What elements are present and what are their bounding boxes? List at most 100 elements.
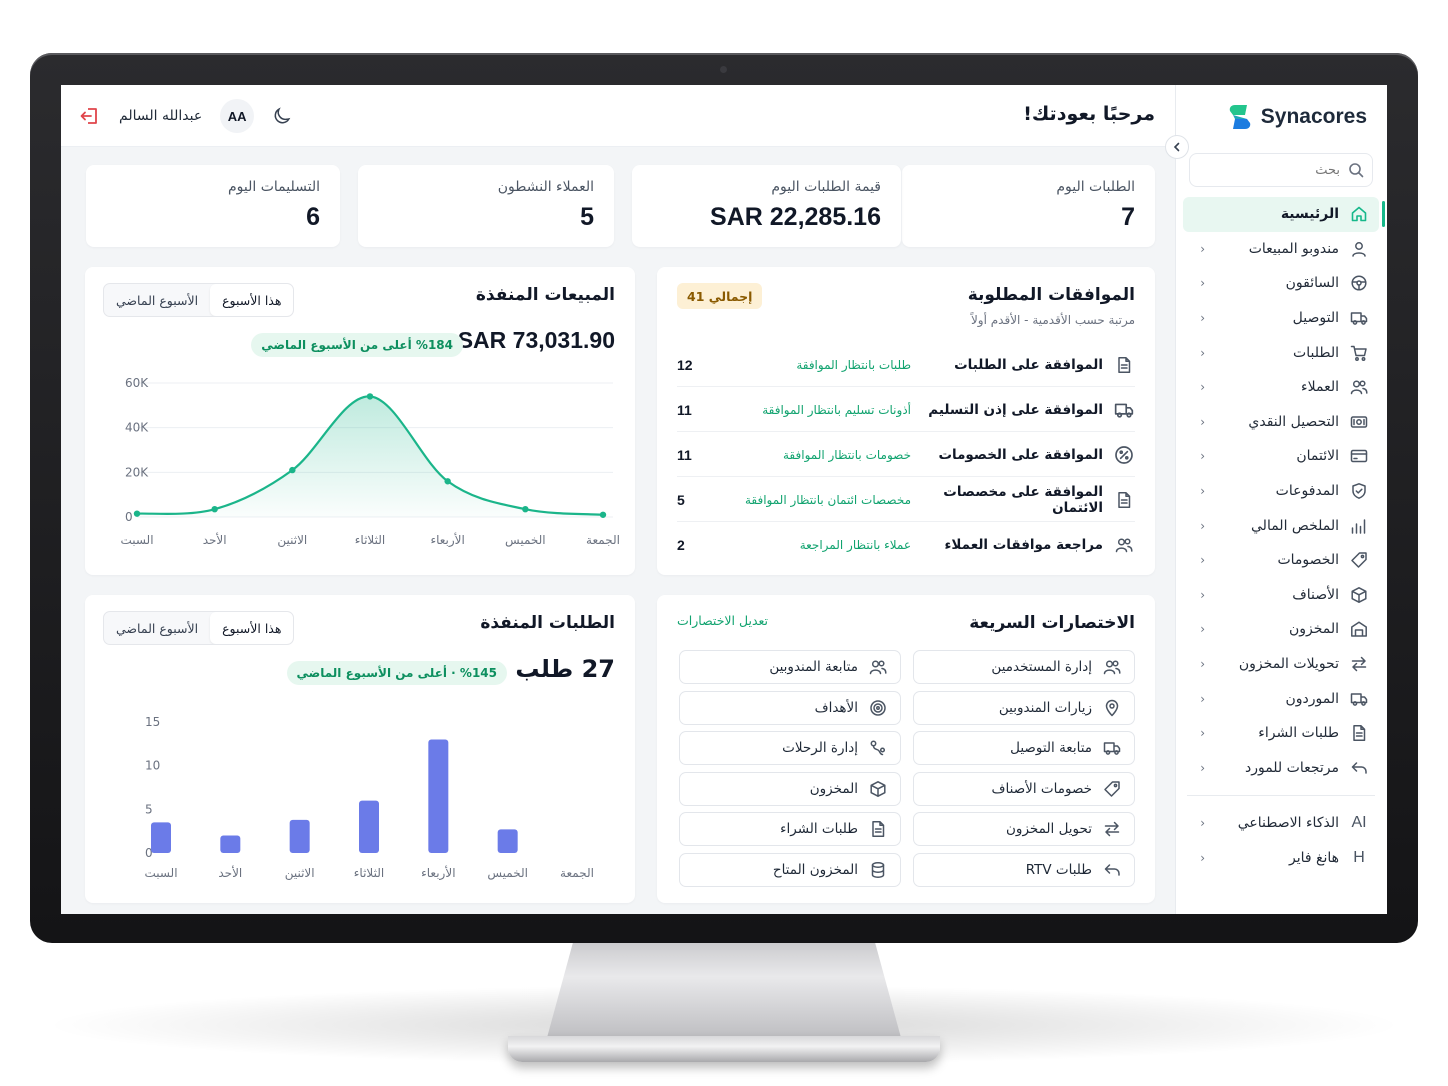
approval-name: الموافقة على الخصومات bbox=[938, 446, 1103, 463]
approval-row[interactable]: الموافقة على مخصصات الائتمان مخصصات ائتم… bbox=[677, 478, 1135, 522]
sidebar-item-16[interactable]: مرتجعات للمورد ‹ bbox=[1183, 751, 1379, 786]
search-input[interactable] bbox=[1210, 162, 1340, 178]
shortcut-label: زيارات المندوبين bbox=[998, 699, 1092, 716]
shortcut-button[interactable]: طلبات الشراء bbox=[679, 812, 901, 847]
tab-last-week[interactable]: الأسبوع الماضي bbox=[116, 620, 199, 636]
cash-icon bbox=[1349, 412, 1369, 432]
chevron-left-icon: ‹ bbox=[1200, 726, 1205, 741]
monitor-stand-neck bbox=[545, 940, 903, 1045]
tab-this-week[interactable]: هذا الأسبوع bbox=[210, 284, 294, 316]
sidebar-item-label: العملاء bbox=[1301, 379, 1339, 396]
sidebar-item-8[interactable]: المدفوعات ‹ bbox=[1183, 474, 1379, 509]
stat-title: العملاء النشطون bbox=[497, 179, 594, 195]
sidebar-item-label: الائتمان bbox=[1296, 448, 1339, 465]
x-tick-label: الاثنين bbox=[285, 866, 315, 881]
moon-icon[interactable] bbox=[272, 106, 292, 126]
sidebar-extra-item-1[interactable]: H هانغ فاير ‹ bbox=[1183, 841, 1379, 876]
sales-title: المبيعات المنفذة bbox=[475, 285, 615, 305]
shortcut-button[interactable]: المخزون المتاح bbox=[679, 853, 901, 887]
approval-row[interactable]: الموافقة على الخصومات خصومات بانتظار الم… bbox=[677, 433, 1135, 477]
shortcut-button[interactable]: تحويل المخزون bbox=[913, 812, 1135, 847]
sidebar-item-2[interactable]: السائقون ‹ bbox=[1183, 266, 1379, 301]
chevron-left-icon: ‹ bbox=[1200, 380, 1205, 395]
route-icon bbox=[868, 738, 888, 758]
approval-row[interactable]: الموافقة على إذن التسليم أذونات تسليم با… bbox=[677, 388, 1135, 432]
approvals-subtitle: مرتبة حسب الأقدمية - الأقدم أولاً bbox=[970, 313, 1135, 327]
brand[interactable]: Synacores bbox=[1227, 101, 1367, 133]
shortcut-button[interactable]: طلبات RTV bbox=[913, 853, 1135, 887]
x-tick-label: الثلاثاء bbox=[354, 866, 384, 880]
stat-value: SAR 22,285.16 bbox=[710, 203, 881, 231]
sidebar-item-1[interactable]: مندوبو المبيعات ‹ bbox=[1183, 232, 1379, 267]
approval-name: الموافقة على إذن التسليم bbox=[928, 401, 1103, 418]
y-tick-label: 20K bbox=[125, 465, 149, 479]
y-tick-label: 60K bbox=[125, 376, 149, 390]
truck-icon bbox=[1349, 308, 1369, 328]
tab-last-week[interactable]: الأسبوع الماضي bbox=[116, 292, 199, 308]
shortcut-label: خصومات الأصناف bbox=[991, 780, 1092, 797]
approval-description: خصومات بانتظار الموافقة bbox=[783, 447, 911, 462]
shortcut-button[interactable]: زيارات المندوبين bbox=[913, 690, 1135, 725]
logout-icon[interactable] bbox=[79, 105, 101, 127]
y-tick-label: 0 bbox=[125, 510, 133, 524]
stat-card-orders-value-today: قيمة الطلبات اليوم SAR 22,285.16 bbox=[632, 165, 902, 247]
sidebar-item-15[interactable]: طلبات الشراء ‹ bbox=[1183, 716, 1379, 751]
shortcut-button[interactable]: إدارة الرحلات bbox=[679, 731, 901, 766]
sidebar-item-0[interactable]: الرئيسية bbox=[1183, 197, 1385, 232]
x-tick-label: الخميس bbox=[505, 533, 546, 548]
sidebar-item-5[interactable]: العملاء ‹ bbox=[1183, 370, 1379, 405]
sidebar-item-4[interactable]: الطلبات ‹ bbox=[1183, 335, 1379, 370]
users-icon bbox=[1113, 534, 1135, 556]
shortcut-label: متابعة المندوبين bbox=[769, 659, 858, 675]
user-name[interactable]: عبدالله السالم bbox=[119, 108, 203, 124]
stat-value: 7 bbox=[1121, 203, 1135, 231]
approval-description: عملاء بانتظار المراجعة bbox=[799, 538, 911, 552]
approvals-title: الموافقات المطلوبة bbox=[967, 285, 1135, 305]
bar bbox=[220, 835, 241, 853]
sidebar-item-9[interactable]: الملخص المالي ‹ bbox=[1183, 508, 1379, 543]
shortcut-button[interactable]: الأهداف bbox=[679, 690, 901, 725]
box-icon bbox=[1349, 585, 1369, 605]
sidebar-extra-item-0[interactable]: AI الذكاء الاصطناعي ‹ bbox=[1183, 806, 1379, 841]
stat-title: قيمة الطلبات اليوم bbox=[771, 179, 881, 195]
sidebar-item-11[interactable]: الأصناف ‹ bbox=[1183, 578, 1379, 613]
approval-row[interactable]: مراجعة موافقات العملاء عملاء بانتظار الم… bbox=[677, 523, 1135, 567]
webcam bbox=[720, 66, 727, 73]
shortcut-button[interactable]: المخزون bbox=[679, 771, 901, 806]
return-icon bbox=[1102, 860, 1122, 880]
sidebar-item-7[interactable]: الائتمان ‹ bbox=[1183, 439, 1379, 474]
sidebar-item-13[interactable]: تحويلات المخزون ‹ bbox=[1183, 647, 1379, 682]
area-fill bbox=[137, 396, 603, 517]
approval-count: 11 bbox=[677, 446, 692, 463]
sidebar-item-14[interactable]: الموردون ‹ bbox=[1183, 681, 1379, 716]
x-tick-label: الجمعة bbox=[586, 533, 620, 547]
approval-name: الموافقة على مخصصات الائتمان bbox=[943, 483, 1103, 516]
growth-text: %184 أعلى من الأسبوع الماضي bbox=[261, 338, 453, 352]
bar bbox=[497, 829, 518, 853]
data-point bbox=[289, 466, 296, 474]
sidebar-divider bbox=[1187, 795, 1375, 797]
sidebar-item-12[interactable]: المخزون ‹ bbox=[1183, 612, 1379, 647]
chevron-left-icon: ‹ bbox=[1200, 760, 1205, 775]
sidebar-search[interactable] bbox=[1189, 153, 1373, 187]
users-icon bbox=[1349, 377, 1369, 397]
shortcut-label: طلبات RTV bbox=[1025, 862, 1092, 878]
approval-description: أذونات تسليم بانتظار الموافقة bbox=[762, 402, 911, 417]
tab-this-week[interactable]: هذا الأسبوع bbox=[210, 612, 294, 644]
approval-name: مراجعة موافقات العملاء bbox=[944, 537, 1103, 553]
edit-shortcuts-link[interactable]: تعديل الاختصارات bbox=[677, 613, 769, 628]
shortcut-button[interactable]: خصومات الأصناف bbox=[913, 771, 1135, 806]
sidebar-item-6[interactable]: التحصيل النقدي ‹ bbox=[1183, 405, 1379, 440]
sidebar-item-10[interactable]: الخصومات ‹ bbox=[1183, 543, 1379, 578]
sidebar-item-3[interactable]: التوصيل ‹ bbox=[1183, 301, 1379, 336]
target-icon bbox=[868, 698, 888, 718]
approval-row[interactable]: الموافقة على الطلبات طلبات بانتظار الموا… bbox=[677, 343, 1135, 387]
sidebar-collapse-button[interactable] bbox=[1165, 135, 1189, 159]
shortcut-button[interactable]: متابعة المندوبين bbox=[679, 650, 901, 684]
shortcut-button[interactable]: إدارة المستخدمين bbox=[913, 650, 1135, 684]
chevron-left-icon bbox=[1173, 142, 1180, 152]
chevron-left-icon: ‹ bbox=[1200, 414, 1205, 429]
shortcut-button[interactable]: متابعة التوصيل bbox=[913, 731, 1135, 766]
percent-icon bbox=[1113, 444, 1135, 466]
avatar[interactable]: AA bbox=[220, 99, 255, 133]
